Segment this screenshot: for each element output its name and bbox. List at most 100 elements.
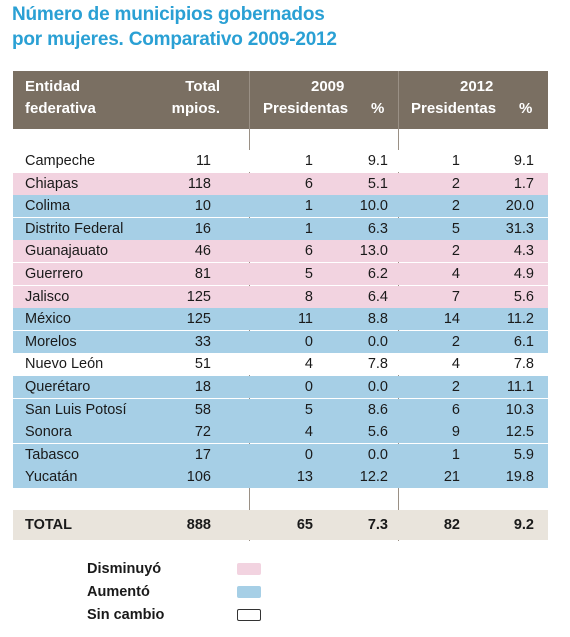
table-row: Morelos 33 0 0.0 2 6.1 (13, 330, 548, 353)
cell-pct-2012: 7.8 (513, 356, 534, 373)
header-entidad-2: federativa (25, 100, 96, 117)
total-mpios: 888 (186, 517, 211, 533)
cell-presidentas-2012: 2 (451, 379, 460, 395)
page-title: Número de municipios gobernados por muje… (12, 2, 562, 52)
legend-swatch-increased (237, 586, 261, 598)
cell-presidentas-2009: 4 (304, 424, 313, 441)
cell-entidad: Nuevo León (25, 356, 104, 373)
total-pct-2012: 9.2 (513, 517, 534, 533)
cell-pct-2009: 8.8 (367, 311, 388, 328)
cell-total-mpios: 58 (194, 401, 211, 418)
legend-swatch-unchanged (237, 609, 261, 621)
cell-entidad: Jalisco (25, 288, 70, 305)
cell-entidad: San Luis Potosí (25, 401, 127, 418)
cell-entidad: Guerrero (25, 266, 84, 282)
cell-presidentas-2012: 1 (451, 446, 460, 463)
cell-total-mpios: 18 (194, 379, 211, 395)
cell-pct-2009: 7.8 (367, 356, 388, 373)
table-row: Tabasco 17 0 0.0 1 5.9 (13, 443, 548, 466)
cell-presidentas-2012: 2 (451, 243, 460, 260)
header-pct-2009: % (371, 100, 385, 117)
cell-presidentas-2009: 1 (304, 198, 313, 215)
header-presidentas-2009: Presidentas (263, 100, 349, 117)
cell-presidentas-2009: 5 (304, 266, 313, 282)
cell-presidentas-2009: 13 (296, 469, 313, 486)
table-row: Sonora 72 4 5.6 9 12.5 (13, 421, 548, 444)
cell-presidentas-2012: 4 (451, 356, 460, 373)
cell-presidentas-2009: 5 (304, 401, 313, 418)
cell-presidentas-2009: 6 (304, 243, 313, 260)
cell-total-mpios: 11 (195, 153, 211, 169)
cell-entidad: Campeche (25, 153, 96, 169)
cell-pct-2012: 9.1 (513, 153, 534, 169)
cell-entidad: Guanajauato (25, 243, 109, 260)
cell-entidad: Morelos (25, 333, 77, 350)
cell-pct-2009: 8.6 (367, 401, 388, 418)
cell-total-mpios: 33 (194, 333, 211, 350)
header-total-2: mpios. (171, 100, 220, 117)
cell-presidentas-2012: 5 (451, 220, 460, 237)
cell-presidentas-2012: 4 (451, 266, 460, 282)
cell-presidentas-2009: 0 (304, 446, 313, 463)
cell-entidad: Yucatán (25, 469, 78, 486)
cell-presidentas-2009: 4 (304, 356, 313, 373)
table-row: Yucatán 106 13 12.2 21 19.8 (13, 466, 548, 489)
cell-total-mpios: 106 (186, 469, 211, 486)
table-row: Querétaro 18 0 0.0 2 11.1 (13, 376, 548, 398)
total-presidentas-2009: 65 (296, 517, 313, 533)
cell-presidentas-2009: 8 (304, 288, 313, 305)
table-row: Chiapas 118 6 5.1 2 1.7 (13, 172, 548, 195)
cell-pct-2009: 5.1 (367, 175, 388, 192)
cell-total-mpios: 17 (194, 446, 211, 463)
header-pct-2012: % (519, 100, 533, 117)
cell-pct-2012: 4.9 (513, 266, 534, 282)
cell-presidentas-2012: 7 (451, 288, 460, 305)
cell-entidad: Querétaro (25, 379, 91, 395)
cell-pct-2009: 13.0 (359, 243, 388, 260)
cell-pct-2012: 12.5 (505, 424, 534, 441)
cell-pct-2012: 10.3 (505, 401, 534, 418)
cell-total-mpios: 125 (186, 311, 211, 328)
cell-total-mpios: 46 (194, 243, 211, 260)
total-row: TOTAL 888 65 7.3 82 9.2 (13, 510, 548, 540)
cell-total-mpios: 118 (187, 175, 211, 192)
cell-pct-2012: 31.3 (505, 220, 534, 237)
cell-total-mpios: 10 (194, 198, 211, 215)
header-presidentas-2012: Presidentas (411, 100, 497, 117)
title-line-2: por mujeres. Comparativo 2009-2012 (12, 29, 337, 50)
cell-pct-2012: 4.3 (513, 243, 534, 260)
cell-presidentas-2012: 2 (451, 175, 460, 192)
cell-total-mpios: 72 (194, 424, 211, 441)
legend-label-unchanged: Sin cambio (87, 607, 165, 623)
table-header: Entidad federativa Total mpios. 2009 Pre… (13, 71, 548, 129)
cell-pct-2012: 5.6 (513, 288, 534, 305)
cell-pct-2012: 20.0 (505, 198, 534, 215)
cell-pct-2009: 10.0 (359, 198, 388, 215)
cell-pct-2009: 0.0 (367, 379, 388, 395)
legend-label-increased: Aumentó (87, 584, 150, 600)
table-row: Colima 10 1 10.0 2 20.0 (13, 195, 548, 218)
cell-presidentas-2012: 14 (443, 311, 460, 328)
cell-presidentas-2009: 1 (304, 153, 313, 169)
cell-total-mpios: 51 (194, 356, 211, 373)
cell-pct-2012: 6.1 (513, 333, 534, 350)
cell-total-mpios: 125 (186, 288, 211, 305)
cell-presidentas-2009: 1 (304, 220, 313, 237)
table-row: Jalisco 125 8 6.4 7 5.6 (13, 285, 548, 308)
cell-presidentas-2012: 6 (451, 401, 460, 418)
cell-pct-2009: 6.3 (367, 220, 388, 237)
total-label: TOTAL (25, 517, 72, 533)
cell-presidentas-2009: 11 (297, 311, 313, 328)
cell-entidad: Distrito Federal (25, 220, 124, 237)
cell-presidentas-2012: 2 (451, 198, 460, 215)
table-row: Nuevo León 51 4 7.8 4 7.8 (13, 353, 548, 376)
cell-pct-2009: 5.6 (367, 424, 388, 441)
header-year-2009: 2009 (311, 78, 345, 95)
header-year-2012: 2012 (460, 78, 494, 95)
cell-presidentas-2009: 0 (304, 333, 313, 350)
cell-pct-2012: 5.9 (513, 446, 534, 463)
cell-entidad: México (25, 311, 71, 328)
table-row: Guanajauato 46 6 13.0 2 4.3 (13, 240, 548, 263)
cell-entidad: Chiapas (25, 175, 79, 192)
legend-swatch-decreased (237, 563, 261, 575)
